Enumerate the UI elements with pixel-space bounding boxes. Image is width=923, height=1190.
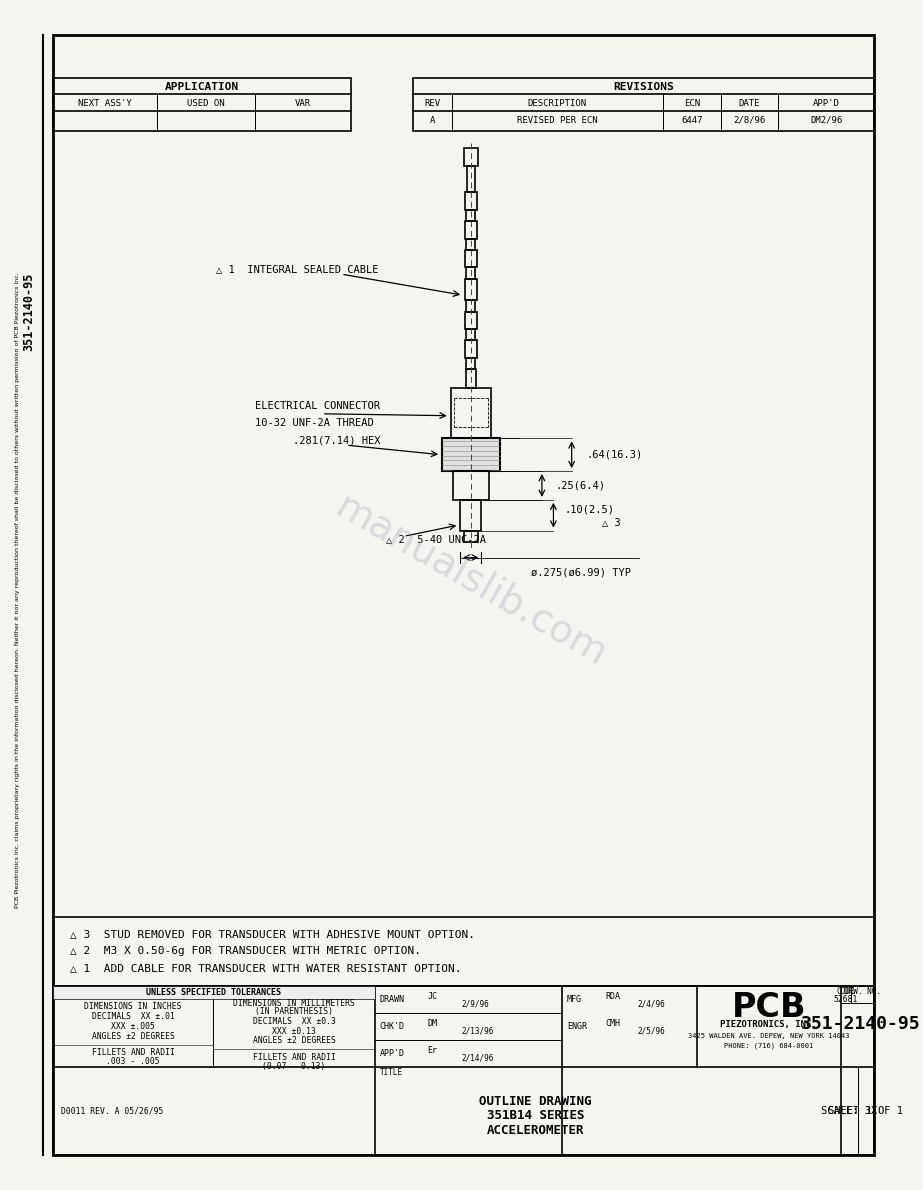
Text: 2/13/96: 2/13/96 <box>462 1027 494 1036</box>
Bar <box>466 238 475 250</box>
Text: DRAWN: DRAWN <box>379 995 404 1004</box>
Bar <box>464 312 477 328</box>
Text: DM: DM <box>427 1020 438 1028</box>
Bar <box>464 531 477 543</box>
Text: XXX ±.005: XXX ±.005 <box>111 1022 155 1031</box>
Text: DM2/96: DM2/96 <box>810 115 843 125</box>
Text: REV: REV <box>425 99 440 107</box>
Text: 351-2140-95: 351-2140-95 <box>800 1015 920 1033</box>
Bar <box>53 987 375 1000</box>
Text: .25(6.4): .25(6.4) <box>556 481 605 490</box>
Text: 351-2140-95: 351-2140-95 <box>22 273 35 351</box>
Text: OUTLINE DRAWING: OUTLINE DRAWING <box>479 1095 592 1108</box>
Text: JC: JC <box>427 992 438 1001</box>
Bar <box>466 300 475 312</box>
Text: APP'D: APP'D <box>379 1050 404 1058</box>
Text: 52681: 52681 <box>833 995 858 1004</box>
Text: CMH: CMH <box>605 1020 620 1028</box>
Text: △ 1  ADD CABLE FOR TRANSDUCER WITH WATER RESISTANT OPTION.: △ 1 ADD CABLE FOR TRANSDUCER WITH WATER … <box>70 964 462 973</box>
Bar <box>466 209 475 221</box>
Text: 2/5/96: 2/5/96 <box>637 1027 665 1036</box>
Bar <box>466 268 475 278</box>
Text: SHEET 1 OF 1: SHEET 1 OF 1 <box>829 1107 904 1116</box>
Text: manualslib.com: manualslib.com <box>329 488 613 674</box>
Text: ELECTRICAL CONNECTOR: ELECTRICAL CONNECTOR <box>255 401 379 411</box>
Text: MFG: MFG <box>567 995 581 1004</box>
Text: DECIMALS  XX ±0.3: DECIMALS XX ±0.3 <box>253 1017 335 1026</box>
Text: ECN: ECN <box>684 99 700 107</box>
Text: (0.07 - 0.13): (0.07 - 0.13) <box>262 1063 326 1071</box>
Text: .64(16.3): .64(16.3) <box>587 450 643 459</box>
Bar <box>464 250 477 268</box>
Text: △ 2  5-40 UNC-2A: △ 2 5-40 UNC-2A <box>386 534 486 544</box>
Bar <box>466 358 475 369</box>
Text: △ 3  STUD REMOVED FOR TRANSDUCER WITH ADHESIVE MOUNT OPTION.: △ 3 STUD REMOVED FOR TRANSDUCER WITH ADH… <box>70 929 475 939</box>
Text: PIEZOTRONICS, INC.: PIEZOTRONICS, INC. <box>720 1020 817 1029</box>
Text: CODE: CODE <box>837 988 856 996</box>
Bar <box>53 79 351 131</box>
Text: 2/9/96: 2/9/96 <box>462 1000 489 1009</box>
Text: DIMENSIONS IN INCHES: DIMENSIONS IN INCHES <box>84 1002 182 1010</box>
Text: D0011 REV. A 05/26/95: D0011 REV. A 05/26/95 <box>61 1107 162 1116</box>
Bar <box>442 438 499 471</box>
Bar <box>464 340 477 358</box>
Text: ACCELEROMETER: ACCELEROMETER <box>487 1123 584 1136</box>
Text: CHK'D: CHK'D <box>379 1022 404 1031</box>
Bar <box>464 221 477 238</box>
Text: NEXT ASS'Y: NEXT ASS'Y <box>78 99 132 107</box>
Text: RDA: RDA <box>605 992 620 1001</box>
Bar <box>464 149 477 165</box>
Text: ANGLES ±2 DEGREES: ANGLES ±2 DEGREES <box>253 1036 335 1045</box>
Text: FILLETS AND RADII: FILLETS AND RADII <box>253 1053 335 1061</box>
Text: VAR: VAR <box>295 99 311 107</box>
Text: △ 1  INTEGRAL SEALED CABLE: △ 1 INTEGRAL SEALED CABLE <box>216 264 378 274</box>
Text: 2/8/96: 2/8/96 <box>733 115 765 125</box>
Text: USED ON: USED ON <box>187 99 225 107</box>
Bar <box>464 278 477 300</box>
Text: △ 2  M3 X 0.50-6g FOR TRANSDUCER WITH METRIC OPTION.: △ 2 M3 X 0.50-6g FOR TRANSDUCER WITH MET… <box>70 946 421 957</box>
Text: 2/14/96: 2/14/96 <box>462 1054 494 1063</box>
Bar <box>461 500 482 531</box>
Text: Er: Er <box>427 1046 438 1056</box>
Text: APPLICATION: APPLICATION <box>164 82 239 92</box>
Text: 351B14 SERIES: 351B14 SERIES <box>487 1109 584 1122</box>
Text: REVISED PER ECN: REVISED PER ECN <box>517 115 597 125</box>
Text: .003 - .005: .003 - .005 <box>106 1058 160 1066</box>
Text: DATE: DATE <box>738 99 761 107</box>
Text: DRW. NO.: DRW. NO. <box>844 988 881 996</box>
Text: 3425 WALDEN AVE. DEPEW, NEW YORK 14043: 3425 WALDEN AVE. DEPEW, NEW YORK 14043 <box>688 1033 849 1039</box>
Text: A: A <box>430 115 435 125</box>
Text: PCB Piezotronics Inc. claims proprietary rights in the information disclosed her: PCB Piezotronics Inc. claims proprietary… <box>15 273 19 908</box>
Bar <box>414 79 874 131</box>
Text: (IN PARENTHESIS): (IN PARENTHESIS) <box>255 1007 333 1015</box>
Text: PCB: PCB <box>731 991 806 1023</box>
Text: FILLETS AND RADII: FILLETS AND RADII <box>91 1048 174 1057</box>
Text: 2/4/96: 2/4/96 <box>637 1000 665 1009</box>
Text: TITLE: TITLE <box>379 1069 402 1077</box>
Bar <box>467 165 474 193</box>
Text: DECIMALS  XX ±.01: DECIMALS XX ±.01 <box>91 1013 174 1021</box>
Text: 6447: 6447 <box>681 115 702 125</box>
Bar <box>466 328 475 340</box>
Text: SCALE: 3X: SCALE: 3X <box>821 1107 877 1116</box>
Bar <box>452 471 489 500</box>
Text: △ 3: △ 3 <box>602 516 620 527</box>
Text: PHONE: (716) 684-0001: PHONE: (716) 684-0001 <box>724 1042 813 1048</box>
Bar <box>53 987 874 1155</box>
Text: DESCRIPTION: DESCRIPTION <box>528 99 587 107</box>
Text: ø.275(ø6.99) TYP: ø.275(ø6.99) TYP <box>532 568 631 578</box>
Text: ENGR: ENGR <box>567 1022 587 1031</box>
Text: DIMENSIONS IN MILLIMETERS: DIMENSIONS IN MILLIMETERS <box>234 998 355 1008</box>
Bar <box>450 388 491 438</box>
Text: ANGLES ±2 DEGREES: ANGLES ±2 DEGREES <box>91 1032 174 1040</box>
Text: REVISIONS: REVISIONS <box>614 82 674 92</box>
Bar <box>464 193 477 209</box>
Bar <box>466 369 475 388</box>
Text: UNLESS SPECIFIED TOLERANCES: UNLESS SPECIFIED TOLERANCES <box>146 988 282 997</box>
Text: .281(7.14) HEX: .281(7.14) HEX <box>293 436 380 445</box>
Text: 10-32 UNF-2A THREAD: 10-32 UNF-2A THREAD <box>255 419 374 428</box>
Text: APP'D: APP'D <box>813 99 840 107</box>
Text: .10(2.5): .10(2.5) <box>565 505 615 514</box>
Text: XXX ±0.13: XXX ±0.13 <box>272 1027 316 1035</box>
